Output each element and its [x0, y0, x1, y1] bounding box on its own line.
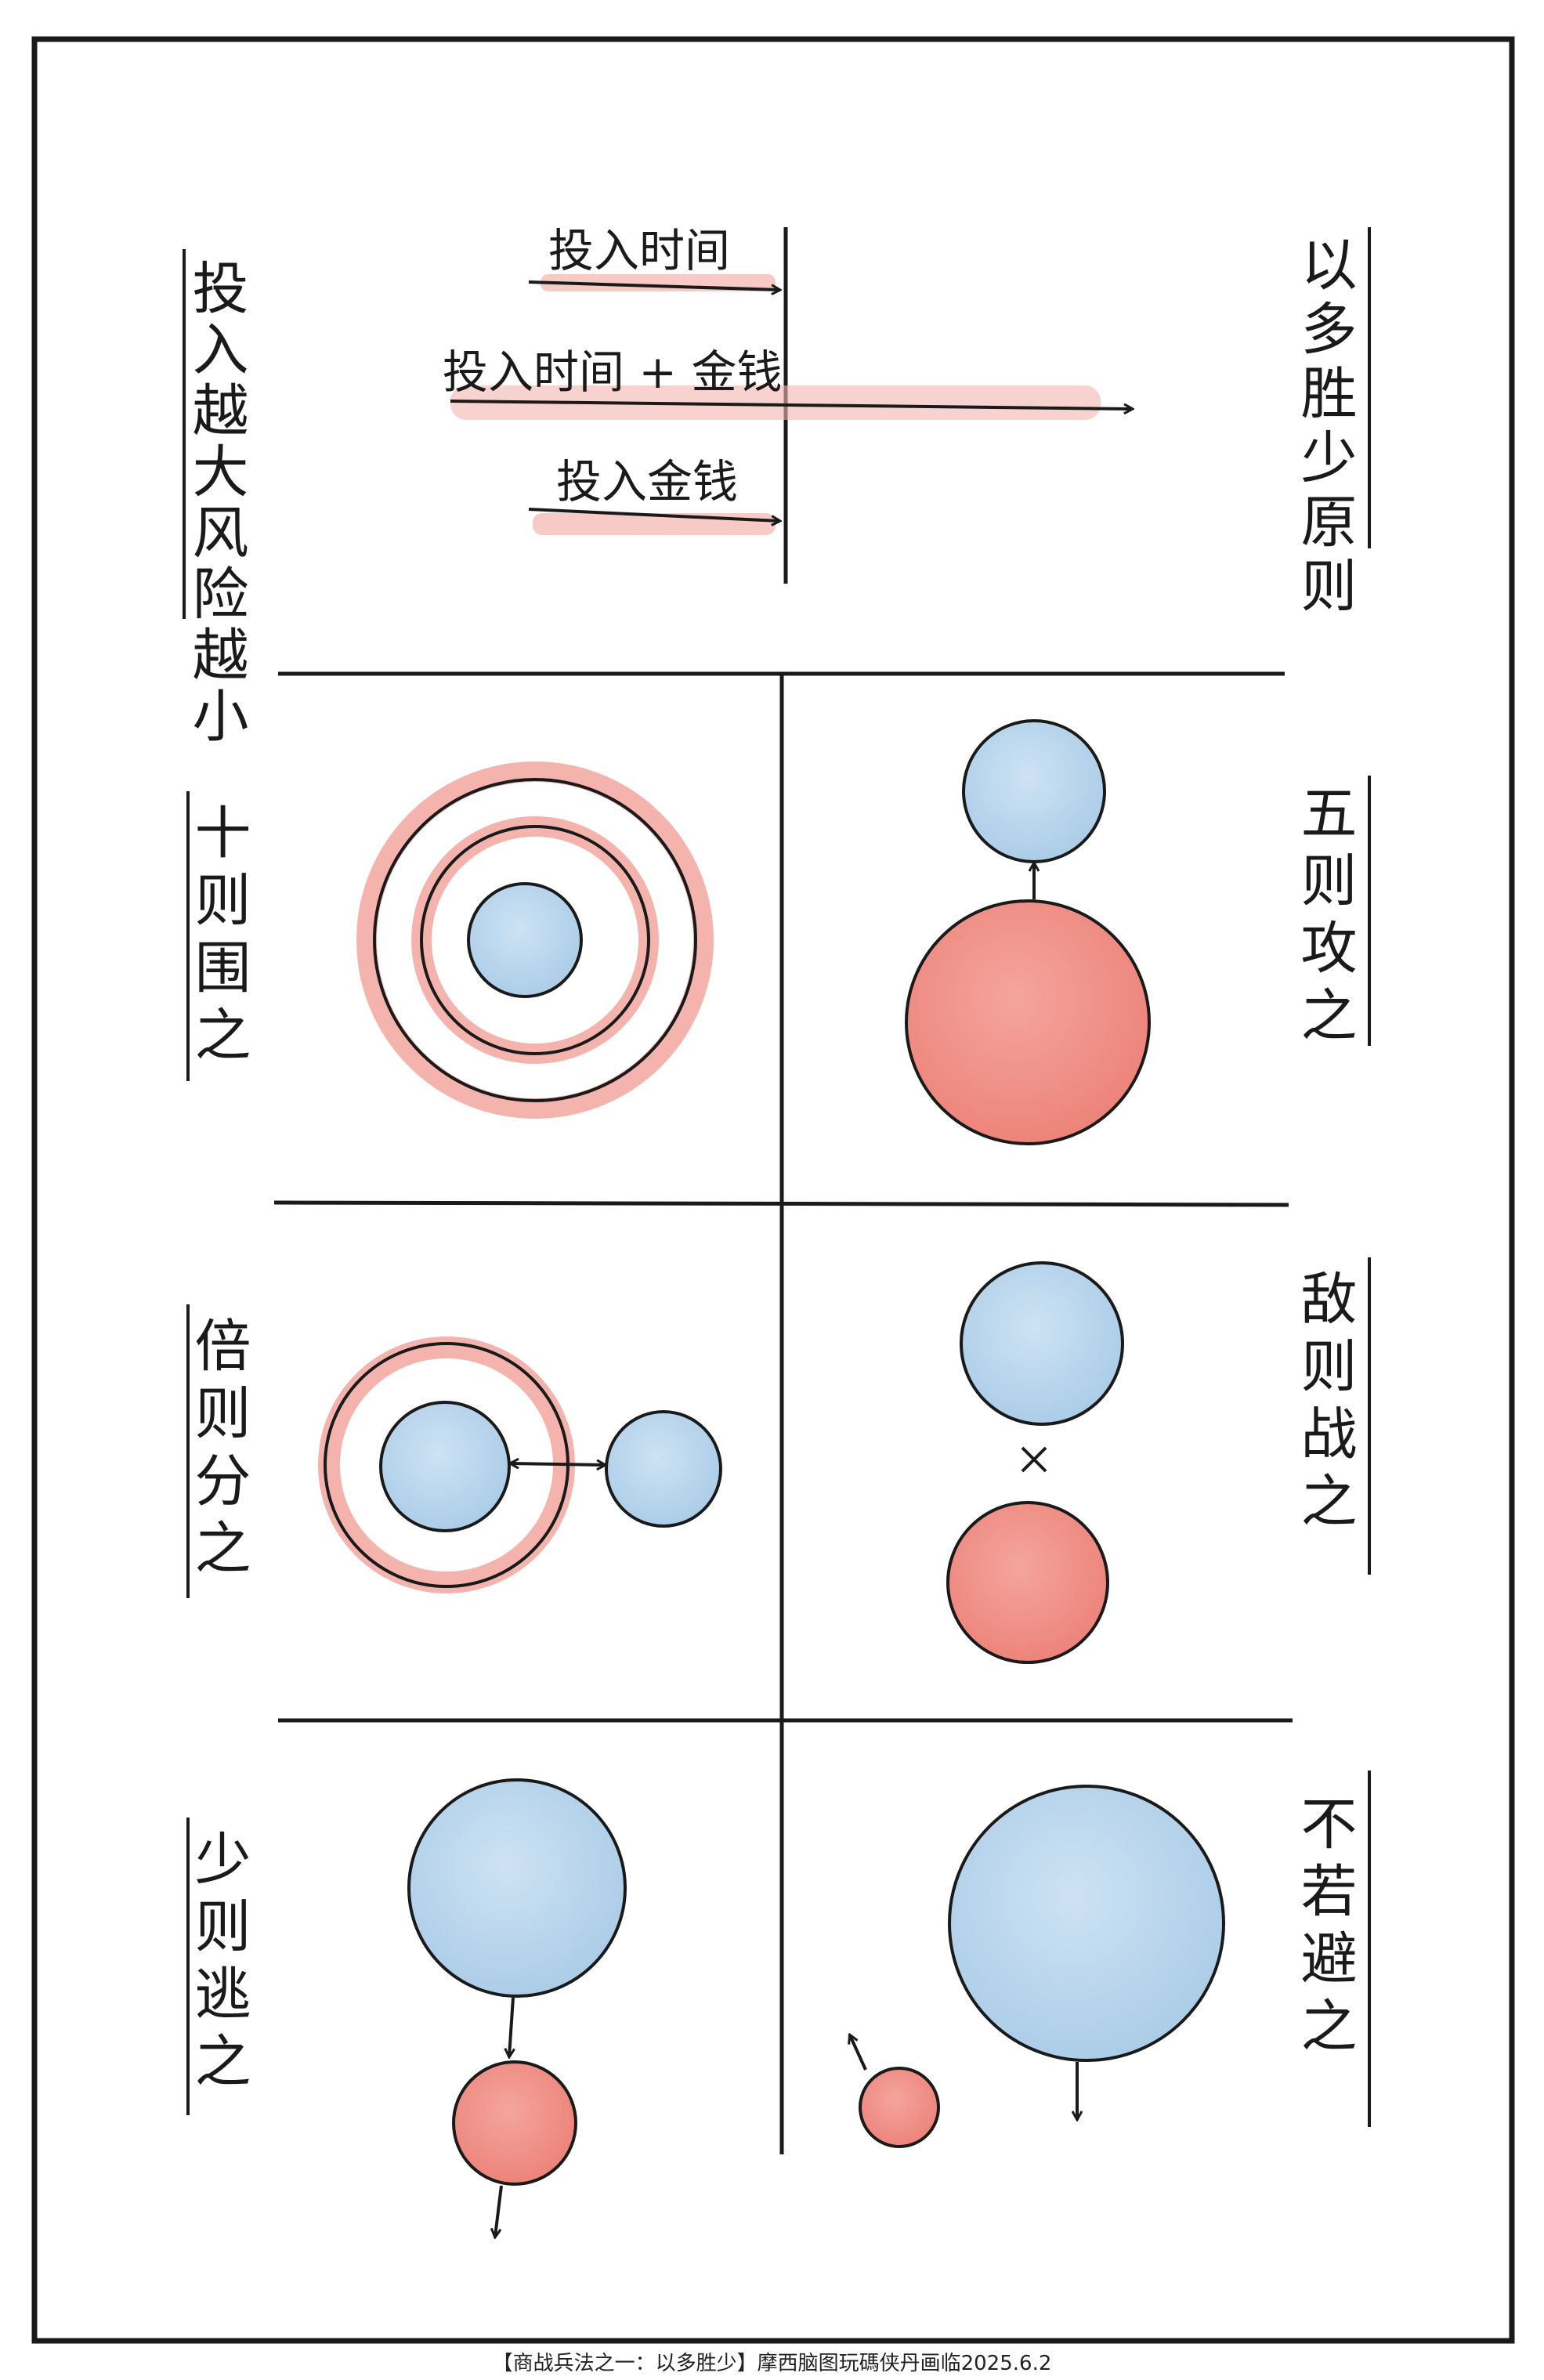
- cell-attack: 五则攻之: [905, 719, 1371, 1145]
- fight-own-circle: [946, 1501, 1109, 1664]
- arrow-money-line: [528, 508, 779, 521]
- arrow-time: 投入时间: [528, 224, 779, 291]
- caption: 【商战兵法之一：以多胜少】摩西脑图玩碼侠丹画临2025.6.2: [492, 2352, 1052, 2375]
- arrow-money: 投入金钱: [528, 455, 779, 535]
- avoid-escape-arrow: [850, 2035, 867, 2071]
- divide-enemy-circle-a: [379, 1401, 511, 1532]
- cell-flee-label: 少则逃之: [185, 1829, 251, 2099]
- cell-flee: 少则逃之: [185, 1778, 627, 2237]
- arrow-time-label: 投入时间: [548, 224, 730, 277]
- arrow-time-money: 投入时间 + 金钱: [443, 345, 1132, 420]
- divide-double-arrow: [511, 1463, 605, 1465]
- fight-enemy-circle: [960, 1261, 1124, 1426]
- fight-clash-x2: [1021, 1446, 1047, 1473]
- avoid-own-circle: [859, 2067, 940, 2148]
- flee-escape-arrow: [495, 2185, 503, 2237]
- divide-enemy-circle-b: [605, 1410, 722, 1528]
- surround-enemy-circle: [467, 882, 583, 998]
- flee-push-arrow: [509, 1997, 513, 2056]
- header-section: 投入越大风险越小 以多胜少原则 投入时间 投入时间 + 金钱 投入金钱: [183, 224, 1371, 747]
- flee-own-circle: [452, 2060, 577, 2186]
- arrow-time-money-highlight: [450, 385, 1101, 420]
- cell-avoid-label: 不若避之: [1291, 1794, 1357, 2064]
- attack-own-circle: [905, 899, 1151, 1145]
- cell-divide-label: 倍则分之: [185, 1316, 251, 1586]
- arrow-money-label: 投入金钱: [556, 455, 738, 508]
- cell-attack-label: 五则攻之: [1291, 783, 1357, 1053]
- cell-surround: 十则围之: [185, 761, 714, 1119]
- cell-avoid: 不若避之: [850, 1771, 1371, 2148]
- arrow-time-line: [528, 280, 779, 290]
- arrow-time-money-label: 投入时间 + 金钱: [443, 345, 782, 399]
- grid: [273, 671, 1293, 2154]
- attack-enemy-circle: [962, 719, 1106, 863]
- flee-enemy-circle: [407, 1778, 627, 1998]
- outer-frame: [31, 36, 1515, 2344]
- surround-outer-glow: [356, 761, 714, 1119]
- surround-outer-ring: [373, 778, 697, 1102]
- avoid-enemy-circle: [948, 1785, 1225, 2062]
- cell-fight: 敌则战之: [946, 1257, 1371, 1664]
- arrow-time-money-line: [450, 400, 1132, 409]
- cell-surround-label: 十则围之: [185, 803, 251, 1072]
- header-left-label: 投入越大风险越小: [183, 259, 248, 747]
- header-right-label: 以多胜少原则: [1291, 235, 1357, 620]
- surround-inner-ring: [420, 825, 650, 1055]
- cell-fight-label: 敌则战之: [1291, 1269, 1357, 1539]
- cell-divide: 倍则分之: [185, 1304, 722, 1598]
